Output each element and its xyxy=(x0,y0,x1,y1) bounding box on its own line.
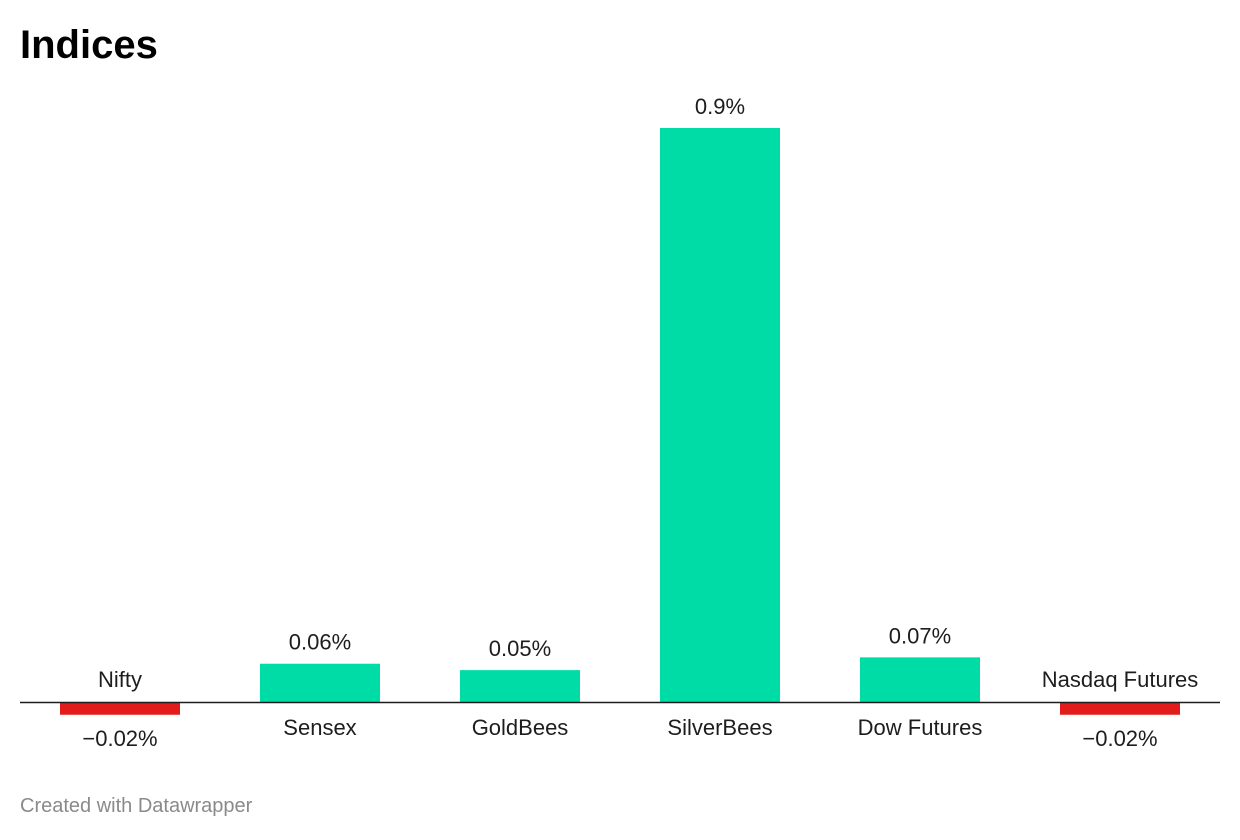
value-label-sensex: 0.06% xyxy=(289,630,351,655)
value-label-silverbees: 0.9% xyxy=(695,94,745,119)
bar-sensex xyxy=(260,663,380,702)
bar-silverbees xyxy=(660,128,780,702)
bar-nifty xyxy=(60,702,180,715)
value-label-goldbees: 0.05% xyxy=(489,636,551,661)
bar-dow-futures xyxy=(860,657,980,702)
value-label-nasdaq-futures: −0.02% xyxy=(1082,726,1157,751)
datawrapper-credit: Created with Datawrapper xyxy=(20,795,253,817)
chart-title: Indices xyxy=(20,23,158,67)
labels-layer: Nifty −0.02% 0.06% Sensex 0.05% GoldBees 0.9% S… xyxy=(82,94,1198,751)
category-label-silverbees: SilverBees xyxy=(667,715,772,740)
category-label-dow-futures: Dow Futures xyxy=(858,715,983,740)
category-label-nifty: Nifty xyxy=(98,667,142,692)
category-label-nasdaq-futures: Nasdaq Futures xyxy=(1042,667,1199,692)
bar-goldbees xyxy=(460,670,580,702)
bar-nasdaq-futures xyxy=(1060,702,1180,715)
bars-layer xyxy=(60,128,1180,715)
value-label-nifty: −0.02% xyxy=(82,726,157,751)
category-label-sensex: Sensex xyxy=(283,715,356,740)
value-label-dow-futures: 0.07% xyxy=(889,623,951,648)
category-label-goldbees: GoldBees xyxy=(472,715,569,740)
bar-chart: Nifty −0.02% 0.06% Sensex 0.05% GoldBees 0.9% S… xyxy=(20,94,1220,751)
